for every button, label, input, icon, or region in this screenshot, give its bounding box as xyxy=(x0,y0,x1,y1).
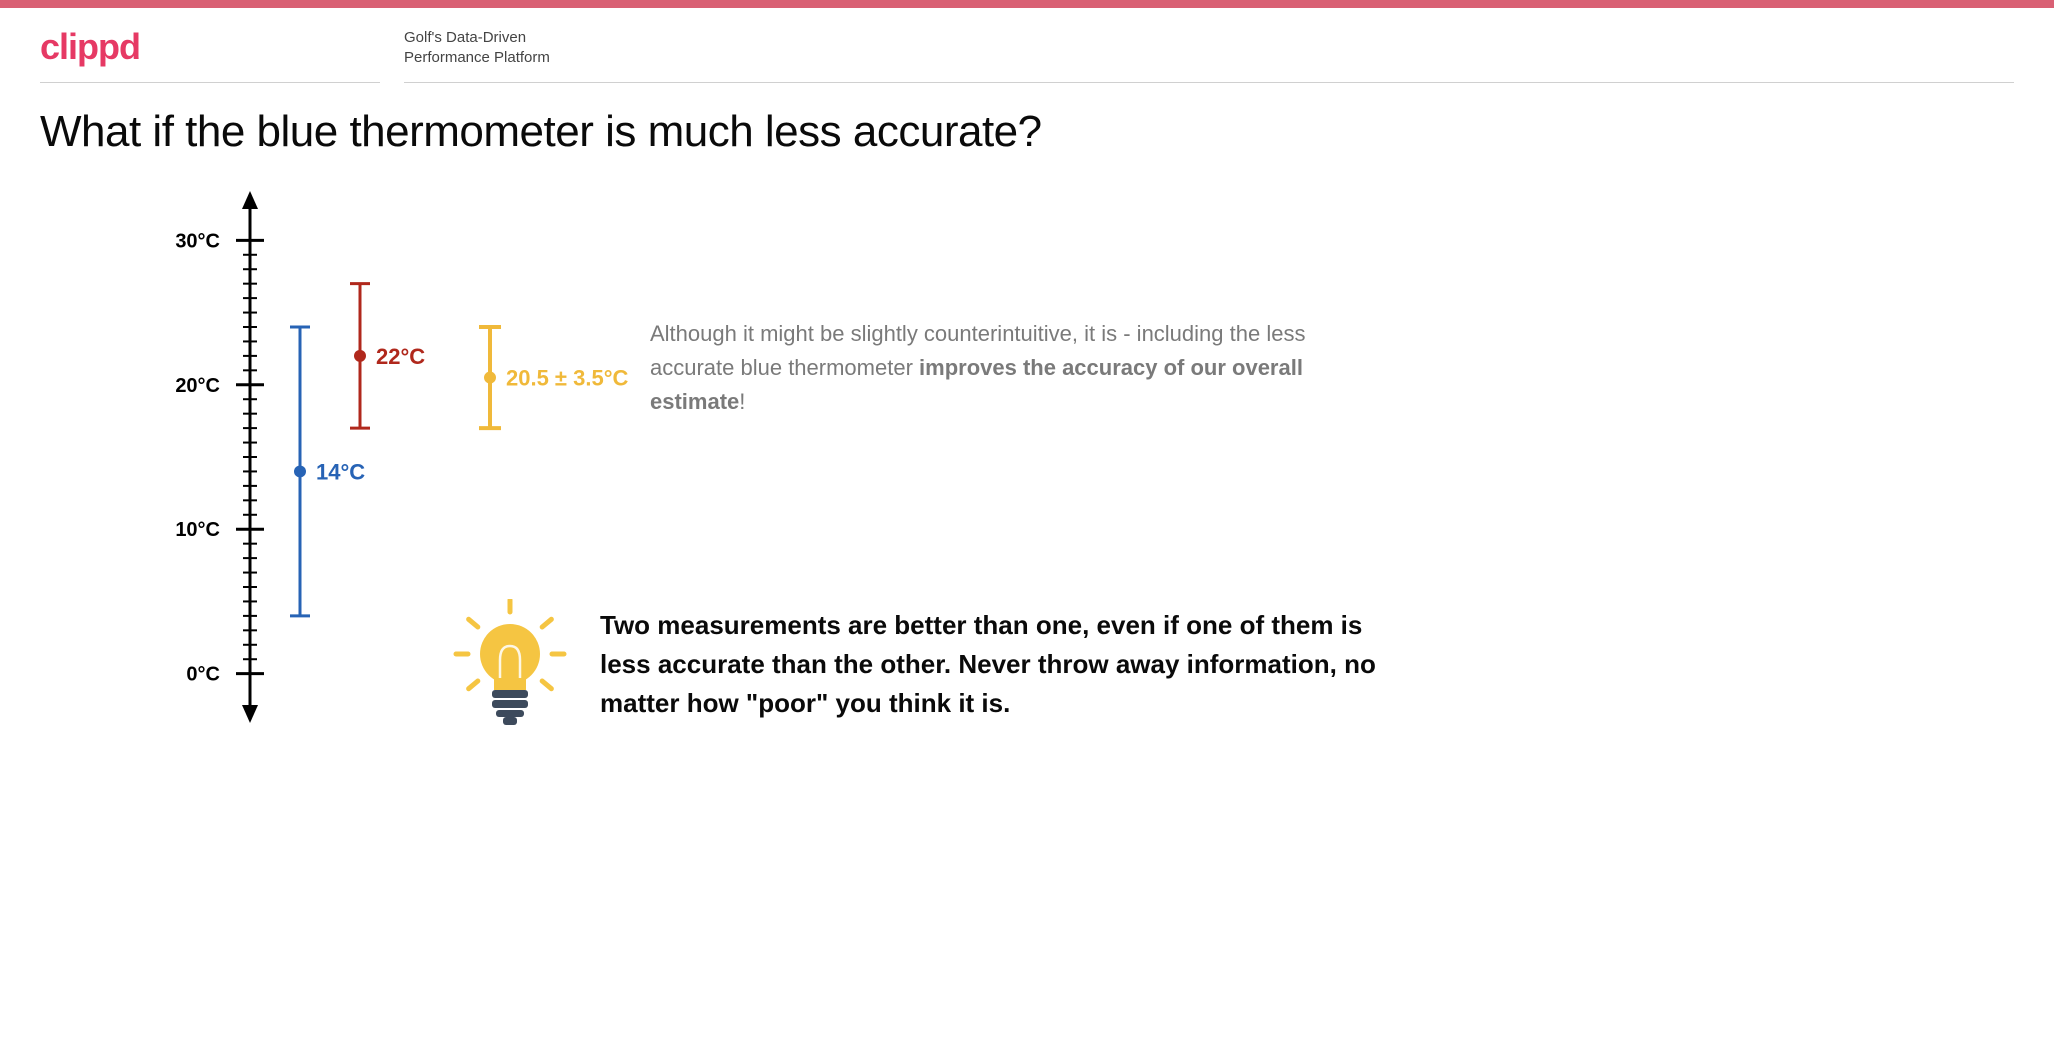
series-blue: 14°C xyxy=(290,327,365,616)
thermometer-chart: 0°C 10°C 20°C 30°C 14°C 22°C 20.5 ± 3.5°C xyxy=(40,177,640,737)
series-combined: 20.5 ± 3.5°C xyxy=(479,327,640,428)
explain-suffix: ! xyxy=(739,389,745,414)
axis-tick-label: 0°C xyxy=(186,664,220,686)
takeaway-text: Two measurements are better than one, ev… xyxy=(600,606,1420,723)
tagline-line-1: Golf's Data-Driven xyxy=(404,28,2014,48)
header: clippd Golf's Data-Driven Performance Pl… xyxy=(0,8,2054,83)
tagline: Golf's Data-Driven Performance Platform xyxy=(404,28,2014,84)
takeaway-row: Two measurements are better than one, ev… xyxy=(450,599,2014,729)
series-label-red: 22°C xyxy=(376,344,425,369)
content: 0°C 10°C 20°C 30°C 14°C 22°C 20.5 ± 3.5°C Alth… xyxy=(0,167,2054,777)
chart-svg: 0°C 10°C 20°C 30°C 14°C 22°C 20.5 ± 3.5°C xyxy=(40,177,640,737)
axis-tick-label: 20°C xyxy=(175,375,220,397)
series-label-combined: 20.5 ± 3.5°C xyxy=(506,366,628,391)
logo-block: clippd xyxy=(40,26,380,83)
right-column: Although it might be slightly counterint… xyxy=(650,177,2014,737)
tagline-line-2: Performance Platform xyxy=(404,48,2014,68)
axis-tick-label: 10°C xyxy=(175,519,220,541)
series-label-blue: 14°C xyxy=(316,459,365,484)
axis-tick-label: 30°C xyxy=(175,230,220,252)
explanation-text: Although it might be slightly counterint… xyxy=(650,317,1370,419)
series-red: 22°C xyxy=(350,284,425,428)
page-title: What if the blue thermometer is much les… xyxy=(0,83,2054,167)
brand-logo: clippd xyxy=(40,26,140,67)
top-accent-bar xyxy=(0,0,2054,8)
